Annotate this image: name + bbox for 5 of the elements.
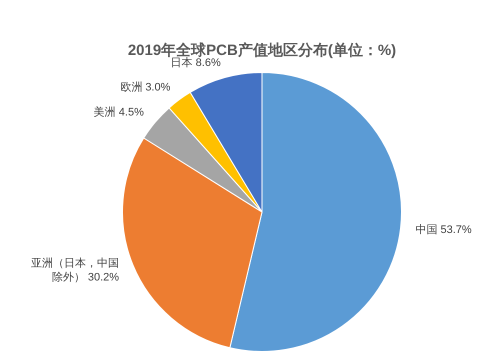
slice-label: 中国 53.7% <box>415 222 472 236</box>
slice-label: 美洲 4.5% <box>94 105 144 118</box>
slice-label: 日本 8.6% <box>170 56 221 70</box>
slice-label: 欧洲 3.0% <box>120 80 171 94</box>
slice-label: 亚洲（日本，中国除外） 30.2% <box>31 256 120 284</box>
